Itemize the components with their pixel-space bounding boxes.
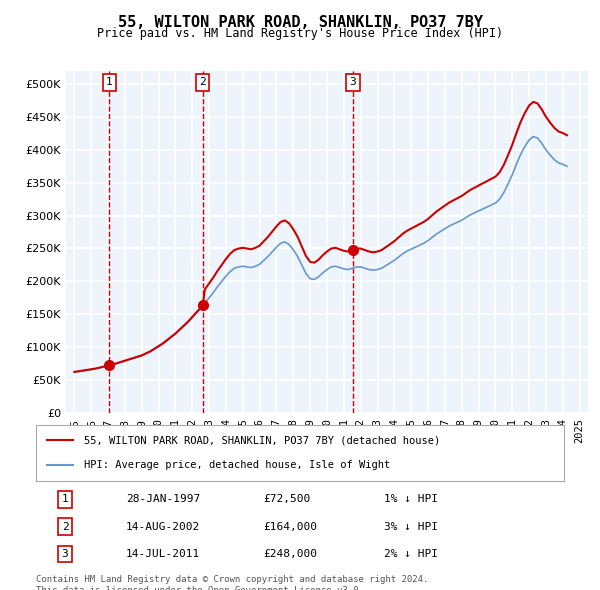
Text: £248,000: £248,000 xyxy=(263,549,317,559)
Text: 14-AUG-2002: 14-AUG-2002 xyxy=(126,522,200,532)
Text: 3: 3 xyxy=(350,77,356,87)
Text: Price paid vs. HM Land Registry's House Price Index (HPI): Price paid vs. HM Land Registry's House … xyxy=(97,27,503,40)
Text: £164,000: £164,000 xyxy=(263,522,317,532)
Text: 2: 2 xyxy=(199,77,206,87)
Text: 3: 3 xyxy=(62,549,68,559)
Text: 14-JUL-2011: 14-JUL-2011 xyxy=(126,549,200,559)
Text: 55, WILTON PARK ROAD, SHANKLIN, PO37 7BY: 55, WILTON PARK ROAD, SHANKLIN, PO37 7BY xyxy=(118,15,482,30)
Text: Contains HM Land Registry data © Crown copyright and database right 2024.
This d: Contains HM Land Registry data © Crown c… xyxy=(36,575,428,590)
Text: 2% ↓ HPI: 2% ↓ HPI xyxy=(385,549,439,559)
Text: 2: 2 xyxy=(62,522,68,532)
Text: 55, WILTON PARK ROAD, SHANKLIN, PO37 7BY (detached house): 55, WILTON PARK ROAD, SHANKLIN, PO37 7BY… xyxy=(83,435,440,445)
Text: 1: 1 xyxy=(106,77,113,87)
Text: 3% ↓ HPI: 3% ↓ HPI xyxy=(385,522,439,532)
Text: 28-JAN-1997: 28-JAN-1997 xyxy=(126,494,200,504)
Text: 1% ↓ HPI: 1% ↓ HPI xyxy=(385,494,439,504)
Text: 1: 1 xyxy=(62,494,68,504)
Text: HPI: Average price, detached house, Isle of Wight: HPI: Average price, detached house, Isle… xyxy=(83,460,390,470)
Text: £72,500: £72,500 xyxy=(263,494,310,504)
